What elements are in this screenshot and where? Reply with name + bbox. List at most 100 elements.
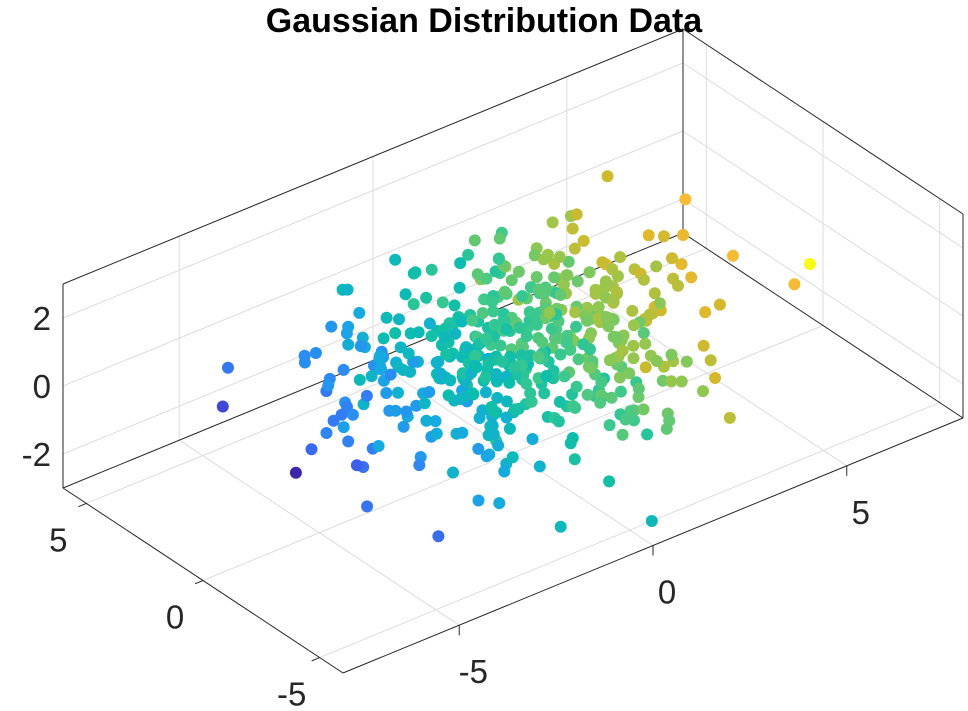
x-tick-label: -5 [459,653,488,690]
data-point [584,361,597,374]
data-point [342,435,355,448]
data-point [289,466,302,479]
data-point [425,330,438,342]
data-point [493,497,506,510]
data-point [500,323,513,336]
data-point [697,339,710,352]
data-point [384,368,397,381]
data-point [337,363,350,376]
data-point [498,285,511,298]
data-point [610,286,623,299]
data-point [407,298,420,311]
data-point [568,453,581,466]
data-point [473,412,486,424]
data-point [412,326,425,339]
data-point [490,368,503,381]
data-point [380,387,393,399]
data-point [650,260,663,273]
data-point [423,317,436,330]
axes-box-edge [62,28,684,285]
data-point [524,387,537,400]
data-point [650,355,663,367]
z-tick-label: 2 [33,300,51,337]
data-point [222,361,234,374]
data-point [637,327,650,339]
data-point [485,401,498,413]
data-point [470,361,483,374]
data-point [663,414,676,427]
data-point [520,330,533,343]
data-point [399,288,412,301]
data-point [532,283,545,296]
data-point [480,332,493,345]
data-point [512,265,525,278]
axes-box-edge [682,232,964,419]
data-point [568,242,581,255]
data-point [637,273,650,286]
data-point [322,379,335,392]
data-point [627,352,640,365]
data-point [436,296,449,309]
data-point [571,275,584,288]
data-point [572,353,585,366]
data-point [420,291,433,304]
grid-line-z-side [682,198,964,385]
data-point [423,386,436,398]
data-point [627,319,640,332]
data-point [538,387,551,400]
data-point [462,248,475,261]
data-point [506,451,519,464]
data-point [619,413,632,426]
data-point [685,271,698,284]
y-tick-label: -5 [277,676,306,711]
data-point [603,419,616,432]
data-point [666,252,678,265]
data-point [354,340,367,352]
data-point [340,327,353,340]
data-point [469,349,482,362]
data-point [566,432,579,444]
data-point [567,400,580,412]
y-tick-label: 0 [166,599,184,636]
data-point [454,257,467,270]
data-point [309,347,322,359]
chart-title: Gaussian Distribution Data [265,2,703,40]
data-point [548,332,561,345]
data-point [440,348,453,361]
data-point [380,311,393,324]
data-point [498,465,511,478]
data-point [418,397,431,410]
data-point [493,232,506,245]
grid-line-y-floor [319,402,940,659]
data-point [305,443,318,456]
data-point [637,403,650,416]
data-point [530,317,543,330]
data-point [596,256,609,269]
z-tick-label: 0 [33,368,51,405]
data-point [589,283,602,296]
data-point [594,396,607,409]
data-point [468,234,481,247]
data-point [570,320,583,333]
data-point [639,337,652,350]
data-point [679,193,692,206]
data-point [581,388,594,401]
data-point [429,415,442,428]
data-point [723,411,736,424]
data-point [522,350,535,363]
data-point [558,370,571,383]
data-point [325,320,338,333]
tick-mark [311,657,320,662]
data-point [648,287,661,300]
x-tick-label: 5 [852,494,870,531]
data-point [699,306,712,319]
data-point [675,258,688,271]
data-point [503,376,516,389]
data-point [449,327,462,340]
data-point [537,253,550,266]
data-point [614,385,627,398]
grid-line-z-back [62,130,684,387]
data-point [434,367,447,380]
data-point [456,367,469,380]
